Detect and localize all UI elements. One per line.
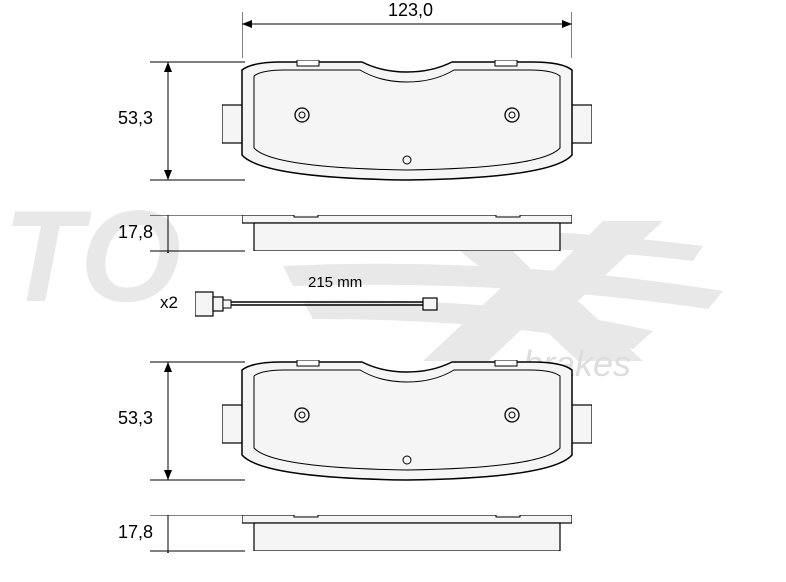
dim-bottom-thickness-label: 17,8: [118, 522, 153, 543]
brakepad-bottom-side: [242, 515, 572, 551]
dim-bottom-height: [150, 360, 245, 482]
dim-width-label: 123,0: [388, 0, 433, 21]
sensor-count-label: x2: [160, 293, 178, 313]
brakepad-bottom-front: [222, 360, 592, 490]
sensor-length-label: 215 mm: [308, 274, 362, 291]
svg-text:TO: TO: [3, 191, 181, 329]
dim-bottom-thickness: [150, 515, 245, 553]
dim-top-thickness-label: 17,8: [118, 222, 153, 243]
sensor-wire: [195, 290, 445, 320]
dim-top-thickness: [150, 215, 245, 253]
dim-bottom-height-label: 53,3: [118, 408, 153, 429]
dim-top-height: [150, 60, 245, 182]
brakepad-top-front: [222, 60, 592, 190]
brakepad-top-side: [242, 215, 572, 251]
dim-top-height-label: 53,3: [118, 108, 153, 129]
